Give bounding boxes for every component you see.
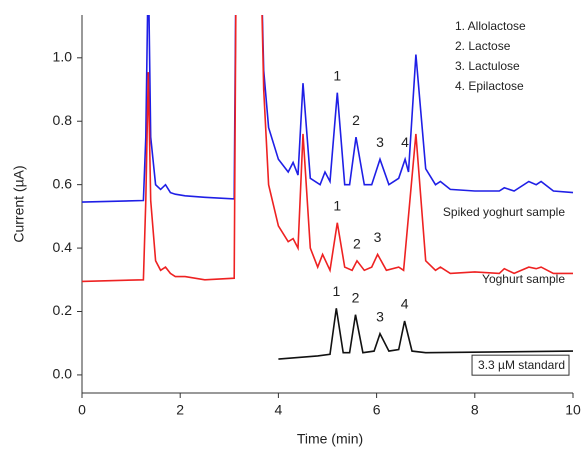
x-tick-label: 10 xyxy=(565,402,581,418)
series-line xyxy=(82,15,573,283)
y-tick-label: 0.6 xyxy=(53,175,73,191)
series-label-box xyxy=(471,354,570,376)
peak-label: 3 xyxy=(374,229,382,245)
compound-legend-item: 3. Lactulose xyxy=(455,59,520,73)
y-tick-label: 0.8 xyxy=(53,112,73,128)
compound-legend-item: 1. Allolactose xyxy=(455,19,526,33)
series-line xyxy=(278,308,574,360)
compound-legend-item: 4. Epilactose xyxy=(455,79,524,93)
series-label: Spiked yoghurt sample xyxy=(443,205,565,219)
x-tick-label: 6 xyxy=(373,402,381,418)
series-label: 3.3 µM standard xyxy=(478,358,565,372)
y-tick-label: 1.0 xyxy=(53,49,73,65)
x-axis-label: Time (min) xyxy=(297,431,363,447)
y-axis-label: Current (µA) xyxy=(11,165,27,242)
series-group xyxy=(82,15,573,283)
peak-label: 2 xyxy=(352,112,360,128)
compound-legend-item: 2. Lactose xyxy=(455,39,511,53)
x-tick-label: 0 xyxy=(78,402,86,418)
peak-label: 2 xyxy=(353,235,361,251)
x-tick-label: 2 xyxy=(176,402,184,418)
y-tick-label: 0.4 xyxy=(53,239,73,255)
series-label: Yoghurt sample xyxy=(482,272,565,286)
peak-label: 4 xyxy=(401,134,409,150)
peak-label: 1 xyxy=(332,283,340,299)
peak-label: 2 xyxy=(352,289,360,305)
series-group xyxy=(278,308,574,360)
peak-label: 1 xyxy=(333,197,341,213)
series-group xyxy=(82,15,574,203)
y-tick-label: 0.2 xyxy=(53,302,73,318)
y-tick-label: 0.0 xyxy=(53,366,73,382)
series-line xyxy=(82,15,574,203)
peak-label: 1 xyxy=(333,67,341,83)
x-tick-label: 8 xyxy=(471,402,479,418)
peak-label: 3 xyxy=(376,308,384,324)
x-tick-label: 4 xyxy=(275,402,283,418)
peak-label: 3 xyxy=(376,134,384,150)
peak-label: 4 xyxy=(401,296,409,312)
